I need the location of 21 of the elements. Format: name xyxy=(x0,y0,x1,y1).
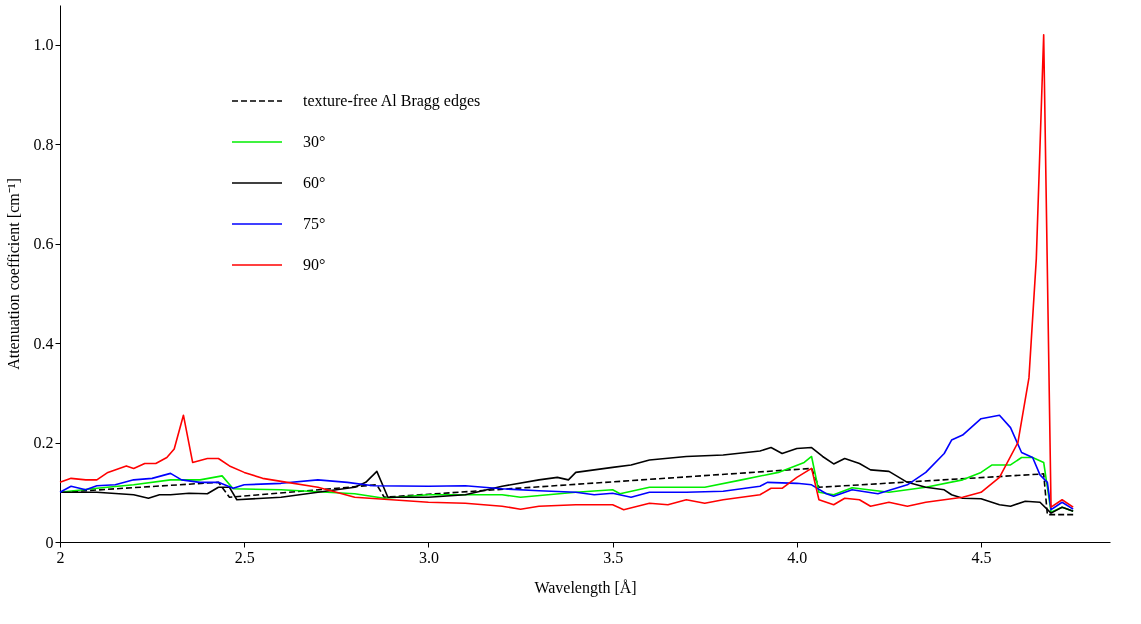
y-tick-label: 0.8 xyxy=(33,135,54,153)
legend-label: 60° xyxy=(303,174,326,191)
y-tick-label: 0.6 xyxy=(33,235,54,253)
line-series xyxy=(59,34,1074,511)
y-tick-label: 1.0 xyxy=(33,36,54,54)
y-tick-label: 0.4 xyxy=(33,334,54,352)
legend-label: 75° xyxy=(303,215,326,232)
y-tick-label: 0 xyxy=(45,533,54,551)
y-axis-title: Attenuation coefficient [cm⁻¹] xyxy=(4,178,22,370)
x-axis-title: Wavelength [Å] xyxy=(534,578,637,597)
x-tick-label: 2 xyxy=(56,548,65,566)
legend-label: texture-free Al Bragg edges xyxy=(303,92,481,110)
legend-label: 30° xyxy=(303,133,326,150)
line-series xyxy=(59,414,1074,511)
x-tick-label: 3.0 xyxy=(418,548,439,566)
x-tick-label: 3.5 xyxy=(603,548,624,566)
y-tick-label: 0.2 xyxy=(33,434,54,452)
x-tick-label: 4.0 xyxy=(787,548,808,566)
legend-label: 90° xyxy=(303,256,326,273)
x-tick-label: 4.5 xyxy=(971,548,992,566)
x-tick-label: 2.5 xyxy=(234,548,255,566)
